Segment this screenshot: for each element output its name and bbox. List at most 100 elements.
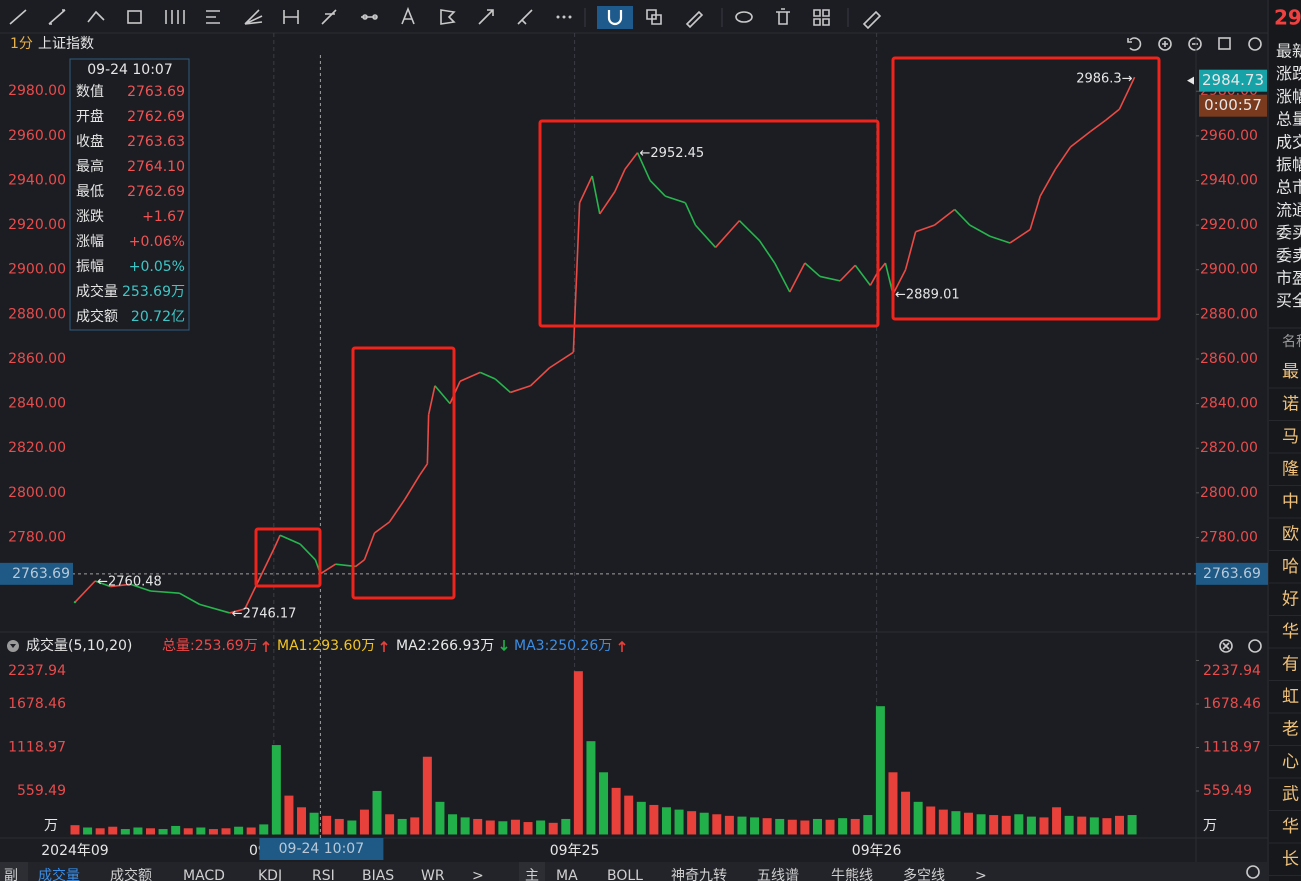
- tool-grid[interactable]: [813, 9, 830, 26]
- stock-name[interactable]: 有: [1282, 655, 1299, 675]
- price-segment: [1009, 228, 1031, 244]
- stock-name[interactable]: 马: [1282, 427, 1299, 447]
- price-segment: [299, 543, 316, 561]
- tool-polyline[interactable]: [87, 10, 105, 23]
- tab[interactable]: 成交量: [38, 867, 80, 881]
- info-label: 成交量: [76, 283, 118, 300]
- tool-pen[interactable]: [685, 10, 704, 29]
- price-segment: [419, 463, 429, 476]
- tab[interactable]: 五线谱: [757, 868, 799, 881]
- price-segment: [892, 269, 907, 295]
- volume-bar: [1026, 816, 1036, 835]
- stock-name[interactable]: 诺: [1282, 395, 1299, 415]
- window[interactable]: [1218, 37, 1231, 50]
- tab[interactable]: 牛熊线: [831, 868, 873, 881]
- tool-levels[interactable]: [206, 10, 220, 24]
- volume-bar: [787, 819, 797, 835]
- y-tick-label: 2860.00: [8, 351, 66, 367]
- tool-measure[interactable]: [517, 9, 533, 25]
- tab[interactable]: 神奇九转: [671, 867, 727, 881]
- price-segment: [714, 220, 741, 248]
- stock-name[interactable]: 欧: [1282, 525, 1299, 545]
- tab[interactable]: BIAS: [362, 868, 394, 881]
- tab[interactable]: RSI: [312, 868, 335, 881]
- volume-bar: [1001, 815, 1011, 835]
- zoom-out[interactable]: [1188, 37, 1202, 51]
- stock-name[interactable]: 好: [1282, 590, 1299, 610]
- tab[interactable]: MA: [556, 868, 578, 881]
- stock-name[interactable]: 心: [1282, 752, 1299, 772]
- unit-label: 万: [44, 818, 58, 834]
- tool-segment[interactable]: [361, 14, 378, 20]
- stock-name[interactable]: 长: [1282, 850, 1299, 870]
- y-tick-label-right: 2860.00: [1200, 351, 1258, 367]
- price-segment: [576, 202, 581, 264]
- magnet-icon: [607, 10, 623, 26]
- tab[interactable]: MACD: [183, 868, 225, 881]
- locate[interactable]: [1246, 865, 1260, 879]
- price-segment: [274, 534, 281, 547]
- price-segment: [989, 235, 1011, 244]
- stock-name[interactable]: 武: [1282, 785, 1299, 805]
- stock-name[interactable]: 隆: [1282, 460, 1299, 480]
- volume-bar: [536, 820, 546, 835]
- info-value: 2762.69: [127, 109, 185, 125]
- stock-name[interactable]: 最: [1282, 362, 1299, 382]
- tool-eye[interactable]: [735, 11, 753, 23]
- tab[interactable]: BOLL: [607, 868, 643, 881]
- tool-more[interactable]: [556, 15, 560, 19]
- tool-fib[interactable]: [165, 10, 185, 24]
- tool-range[interactable]: [283, 10, 299, 24]
- close[interactable]: [1219, 639, 1233, 653]
- tab[interactable]: 多空线: [903, 867, 945, 881]
- price-segment: [1029, 195, 1041, 230]
- tool-ruler[interactable]: [862, 10, 882, 30]
- volume-bar: [385, 814, 395, 835]
- stock-name[interactable]: 中: [1282, 492, 1299, 512]
- tool-line[interactable]: [9, 9, 27, 25]
- highlight-box: [538, 119, 880, 328]
- tab[interactable]: 副: [4, 868, 18, 881]
- period[interactable]: 1分: [10, 36, 33, 52]
- quote-field: 流通: [1276, 200, 1301, 219]
- settings[interactable]: [1248, 37, 1262, 51]
- settings[interactable]: [1248, 639, 1262, 653]
- price-segment: [363, 532, 376, 561]
- price-segment: [94, 580, 111, 588]
- tab[interactable]: 成交额: [110, 867, 152, 881]
- tool-text[interactable]: [401, 6, 415, 25]
- tab[interactable]: 主: [525, 868, 539, 881]
- tool-rect[interactable]: [127, 10, 142, 24]
- volume-header: 成交量(5,10,20) 总量:253.69万 MA1:293.60万 MA2:266…: [7, 637, 1262, 654]
- stock-name[interactable]: 老: [1282, 720, 1299, 740]
- tab[interactable]: WR: [421, 868, 445, 881]
- tab[interactable]: >: [472, 868, 484, 881]
- info-panel: 09-24 10:07 数值 2763.69 开盘 2762.69 收盘 2763.63 最…: [69, 58, 190, 331]
- tool-ray[interactable]: [48, 9, 66, 25]
- tool-fan[interactable]: [244, 9, 263, 25]
- stock-name[interactable]: 华: [1282, 622, 1299, 642]
- zoom-in[interactable]: [1158, 37, 1172, 51]
- tool-arrow[interactable]: [478, 9, 494, 25]
- volume-bar: [938, 809, 948, 835]
- tab[interactable]: KDJ: [258, 868, 282, 881]
- tool-delete[interactable]: [776, 8, 790, 25]
- stock-name[interactable]: 哈: [1282, 557, 1299, 577]
- undo[interactable]: [1127, 37, 1142, 51]
- tool-flag[interactable]: [440, 9, 456, 25]
- tool-pitch[interactable]: [321, 9, 337, 25]
- price-segment: [74, 580, 96, 603]
- quote-field: 委买: [1276, 223, 1301, 242]
- info-label: 振幅: [76, 259, 104, 275]
- price-segment: [869, 273, 878, 286]
- tab[interactable]: >: [975, 868, 987, 881]
- price-segment: [1039, 168, 1057, 197]
- tool-layers[interactable]: [646, 9, 662, 25]
- stock-name[interactable]: 华: [1282, 817, 1299, 837]
- stock-name[interactable]: 虹: [1282, 687, 1299, 707]
- volume-bar: [926, 806, 936, 835]
- volume-bar: [888, 772, 898, 835]
- info-value: +1.67: [142, 209, 185, 225]
- tool-magnet-selected[interactable]: [597, 6, 633, 29]
